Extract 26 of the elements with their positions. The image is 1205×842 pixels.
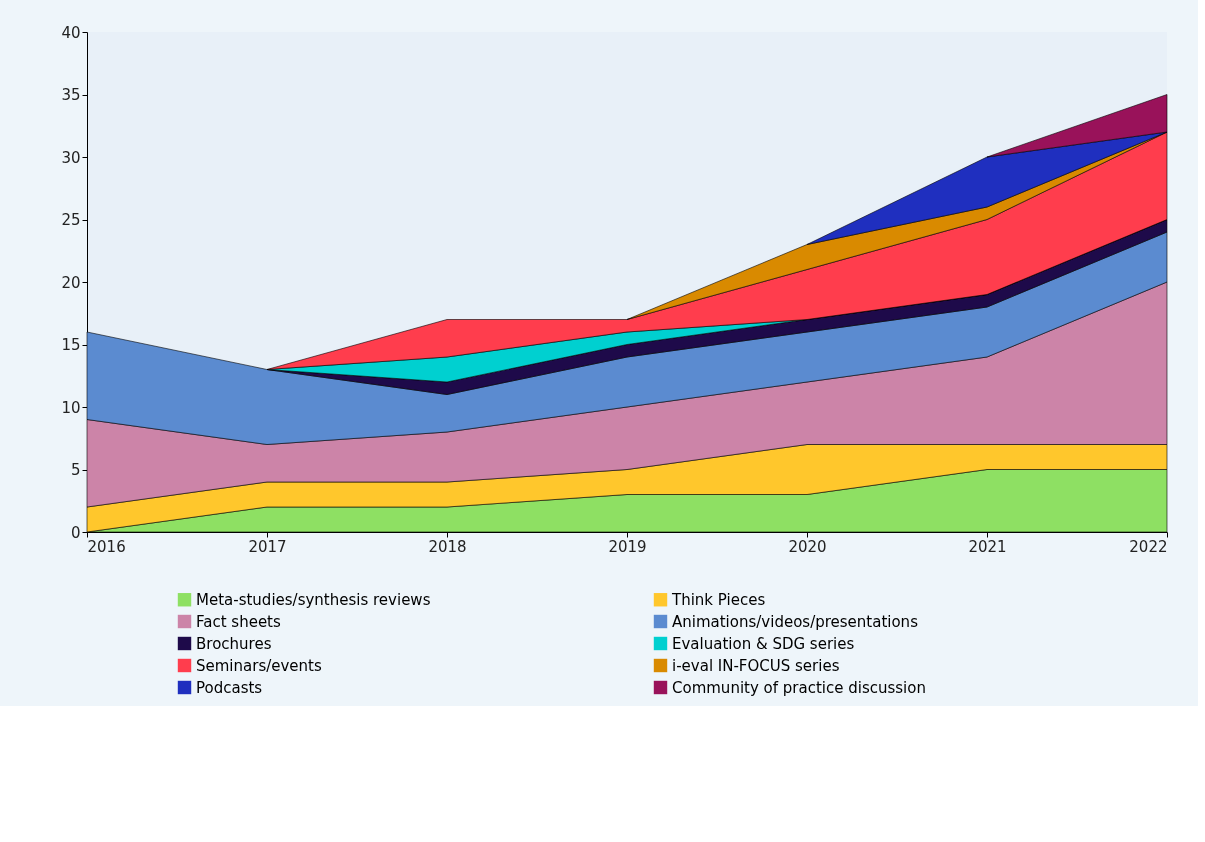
x-tick-label: 2018 (428, 537, 467, 556)
y-tick-label: 0 (70, 523, 81, 542)
y-tick-label: 35 (61, 86, 81, 104)
y-tick-label: 20 (61, 273, 81, 292)
legend-label: i-eval IN-FOCUS series (672, 656, 840, 675)
legend-label: Fact sheets (196, 612, 281, 631)
x-tick-label: 2017 (248, 537, 287, 556)
y-tick-label: 10 (61, 398, 81, 417)
y-tick-label: 30 (61, 148, 81, 167)
legend-label: Think Pieces (671, 590, 766, 609)
legend-label: Animations/videos/presentations (672, 612, 919, 631)
x-tick-label: 2019 (608, 537, 647, 556)
y-tick-label: 15 (61, 336, 81, 354)
legend-label: Seminars/events (196, 656, 322, 675)
x-tick-label: 2016 (87, 537, 126, 556)
x-tick-label: 2021 (968, 537, 1007, 556)
x-tick-label: 2020 (788, 537, 827, 556)
legend-label: Meta-studies/synthesis reviews (196, 590, 431, 609)
y-tick-label: 5 (70, 461, 81, 479)
legend-label: Evaluation & SDG series (672, 634, 855, 653)
legend-label: Community of practice discussion (672, 678, 926, 697)
y-tick-label: 40 (61, 23, 81, 42)
legend-label: Brochures (196, 634, 272, 653)
legend-label: Podcasts (196, 678, 263, 697)
y-tick-label: 25 (61, 211, 81, 229)
x-tick-label: 2022 (1129, 537, 1168, 556)
